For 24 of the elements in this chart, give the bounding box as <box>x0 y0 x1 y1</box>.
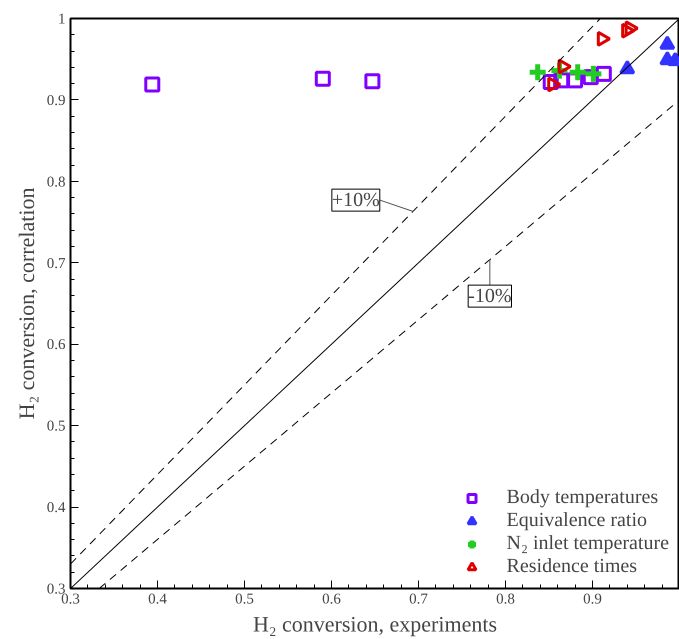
y-tick-label: 0.7 <box>46 256 66 272</box>
legend-label: Body temperatures <box>506 486 658 509</box>
legend-label: Residence times <box>506 555 638 578</box>
y-tick-label: 0.4 <box>46 500 66 516</box>
y-tick-label: 0.9 <box>46 92 66 109</box>
x-tick-label: 0.9 <box>583 592 602 608</box>
y-tick-label: 0.8 <box>46 174 66 190</box>
y-axis-title: H₂ conversion, correlation <box>14 188 39 420</box>
y-tick-label: 0.5 <box>46 418 66 435</box>
point <box>364 73 380 90</box>
annotation: -10% <box>468 285 512 308</box>
x-tick-label: 0.4 <box>148 592 168 608</box>
y-tick-label: 0.6 <box>46 337 66 354</box>
legend-label: Equivalence ratio <box>506 509 648 532</box>
x-tick-label: 0.7 <box>409 592 428 608</box>
x-axis-title: H₂ conversion, experiments <box>252 612 498 636</box>
x-tick-label: 0.5 <box>235 592 254 608</box>
legend-label: N₂ inlet temperature <box>506 532 669 555</box>
x-tick-label: 0.8 <box>496 592 515 608</box>
point <box>314 70 331 87</box>
point <box>144 76 160 92</box>
x-tick-label: 0.6 <box>322 592 342 608</box>
y-tick-label: 1 <box>58 12 66 28</box>
annotation: +10% <box>332 189 380 212</box>
